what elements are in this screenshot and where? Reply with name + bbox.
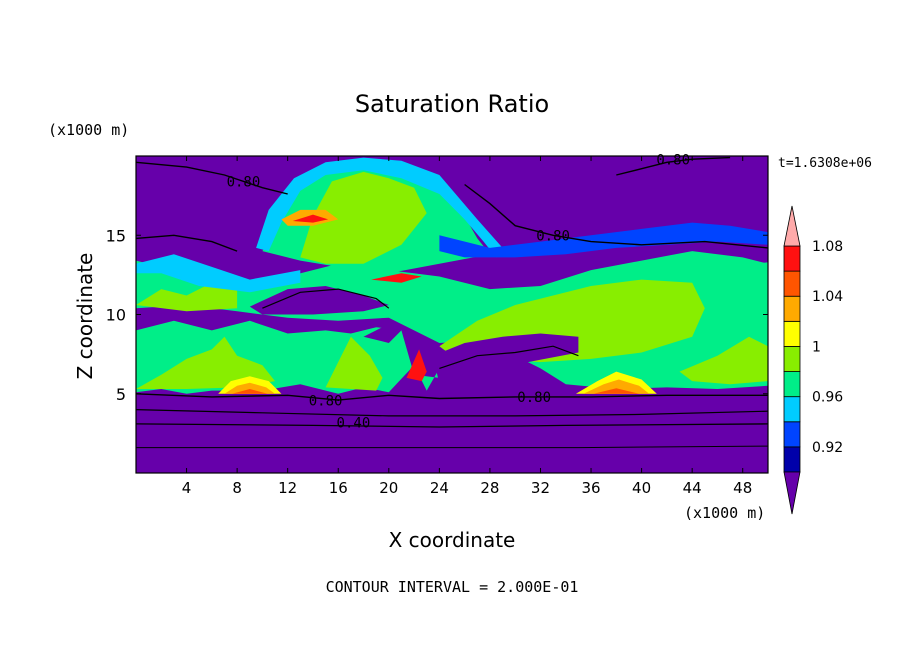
region-cyan-rim bbox=[256, 157, 503, 258]
x-tick-label: 48 bbox=[733, 479, 752, 497]
x-axis-ticks: 4 8 12 16 20 24 28 32 36 40 44 48 bbox=[182, 156, 752, 497]
contour-label-1: 0.80 bbox=[656, 152, 690, 168]
footer-label: CONTOUR INTERVAL = 2.000E-01 bbox=[326, 578, 579, 596]
region-dry-intrusion-3 bbox=[433, 333, 579, 385]
y-tick-label: 10 bbox=[106, 306, 126, 325]
region-cyan-left bbox=[136, 254, 301, 293]
colorbar-swatch bbox=[783, 421, 801, 448]
colorbar-swatch bbox=[783, 346, 801, 372]
x-tick-label: 24 bbox=[430, 479, 449, 497]
y-tick-label: 5 bbox=[116, 385, 126, 404]
colorbar-label: 1.04 bbox=[812, 289, 843, 305]
colorbar-swatch bbox=[783, 396, 801, 423]
x-unit-label: (x1000 m) bbox=[684, 504, 765, 522]
y-axis-ticks: 5 10 15 bbox=[106, 226, 768, 404]
contour-dry-intrusion bbox=[262, 288, 390, 309]
colorbar-label: 1.08 bbox=[812, 239, 843, 255]
contour-080-top-left bbox=[135, 161, 288, 195]
region-moist-center bbox=[325, 336, 383, 391]
contour-080-lower bbox=[135, 393, 768, 401]
region-plume-speckle-red bbox=[292, 214, 329, 223]
x-axis-label: X coordinate bbox=[389, 528, 516, 552]
region-moist-plume bbox=[300, 171, 427, 264]
colorbar-swatch bbox=[783, 245, 801, 272]
colorbar-swatch bbox=[783, 295, 801, 322]
contour-label-2: 0.80 bbox=[536, 228, 570, 244]
contour-label-5: 0.40 bbox=[337, 415, 371, 431]
region-dry-intrusion-2 bbox=[363, 324, 402, 343]
chart-title: Saturation Ratio bbox=[355, 90, 549, 118]
region-moist-far-right bbox=[679, 336, 768, 385]
y-tick-label: 15 bbox=[106, 226, 126, 245]
region-moist-left-mid bbox=[136, 282, 238, 312]
region-hotspot-right-orange bbox=[583, 379, 650, 394]
x-tick-label: 28 bbox=[480, 479, 499, 497]
colorbar-label: 1 bbox=[812, 339, 821, 355]
region-moist-left bbox=[136, 336, 275, 389]
region-hotspot-left-red bbox=[232, 389, 268, 394]
contour-label-0: 0.80 bbox=[227, 175, 261, 191]
contour-040-lower bbox=[135, 423, 769, 428]
colorbar-min-arrow bbox=[783, 471, 801, 515]
region-hotspot-right-red bbox=[593, 388, 640, 394]
contour-080-upper-right bbox=[616, 156, 731, 176]
colorbar: 0.92 0.96 1 1.04 1.08 bbox=[783, 205, 843, 515]
x-tick-label: 16 bbox=[329, 479, 348, 497]
saturation-field bbox=[136, 157, 768, 394]
time-label: t=1.6308e+06 bbox=[778, 156, 872, 171]
x-tick-label: 8 bbox=[232, 479, 242, 497]
colorbar-swatch bbox=[783, 270, 801, 297]
y-unit-label: (x1000 m) bbox=[48, 121, 129, 139]
x-tick-label: 20 bbox=[379, 479, 398, 497]
x-tick-label: 36 bbox=[581, 479, 600, 497]
contour-080-left-upper bbox=[135, 234, 238, 252]
colorbar-max-arrow bbox=[783, 205, 801, 247]
region-center-speckle-red bbox=[406, 349, 427, 382]
region-hotspot-left-orange bbox=[224, 382, 275, 394]
region-plume-speckle-red-2 bbox=[371, 273, 422, 283]
contour-060-lower bbox=[135, 409, 769, 417]
x-tick-label: 12 bbox=[278, 479, 297, 497]
contour-label-4: 0.80 bbox=[517, 390, 551, 406]
x-tick-label: 40 bbox=[632, 479, 651, 497]
colorbar-label: 0.92 bbox=[812, 440, 843, 456]
plot-area: 0.800.800.800.80 0.800.40 4 8 12 16 20 24 28 32 3… bbox=[106, 152, 769, 497]
colorbar-swatch bbox=[783, 446, 801, 473]
colorbar-swatch bbox=[783, 371, 801, 398]
region-blue-band bbox=[439, 222, 768, 258]
contour-020-lower bbox=[136, 445, 769, 449]
y-axis-label: Z coordinate bbox=[73, 253, 97, 380]
contour-lines bbox=[135, 156, 769, 449]
contour-label-3: 0.80 bbox=[309, 393, 343, 409]
region-dry-intrusion-1 bbox=[249, 286, 389, 315]
x-tick-label: 4 bbox=[182, 479, 192, 497]
contour-dry-intrusion-2 bbox=[439, 345, 579, 369]
region-near-saturation-mid bbox=[136, 251, 768, 343]
x-tick-label: 32 bbox=[531, 479, 550, 497]
contour-080-top-right bbox=[464, 183, 769, 249]
colorbar-label: 0.96 bbox=[812, 390, 843, 406]
colorbar-swatch bbox=[783, 320, 801, 347]
x-tick-label: 44 bbox=[683, 479, 702, 497]
